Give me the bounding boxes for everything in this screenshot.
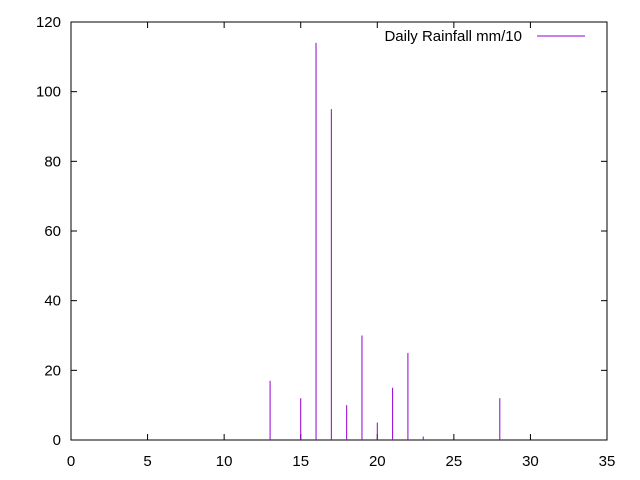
y-tick-label: 60 <box>44 223 61 240</box>
y-tick-label: 80 <box>44 153 61 170</box>
x-axis: 0 5 10 15 20 25 30 35 <box>67 22 616 470</box>
x-tick-label: 25 <box>446 453 463 470</box>
y-tick-label: 120 <box>36 14 61 31</box>
y-tick-label: 100 <box>36 84 61 101</box>
x-tick-label: 5 <box>143 453 151 470</box>
y-tick-label: 40 <box>44 293 61 310</box>
x-tick-label: 15 <box>292 453 309 470</box>
x-tick-label: 0 <box>67 453 75 470</box>
x-tick-label: 35 <box>599 453 616 470</box>
y-axis: 0 20 40 60 80 100 120 <box>36 14 607 449</box>
plot-frame <box>70 21 608 441</box>
y-tick-label: 20 <box>44 362 61 379</box>
rainfall-series <box>269 42 501 440</box>
legend-label: Daily Rainfall mm/10 <box>384 28 522 45</box>
x-tick-label: 10 <box>216 453 233 470</box>
y-tick-label: 0 <box>53 432 61 449</box>
x-tick-label: 30 <box>522 453 539 470</box>
legend: Daily Rainfall mm/10 <box>384 28 585 45</box>
x-tick-label: 20 <box>369 453 386 470</box>
